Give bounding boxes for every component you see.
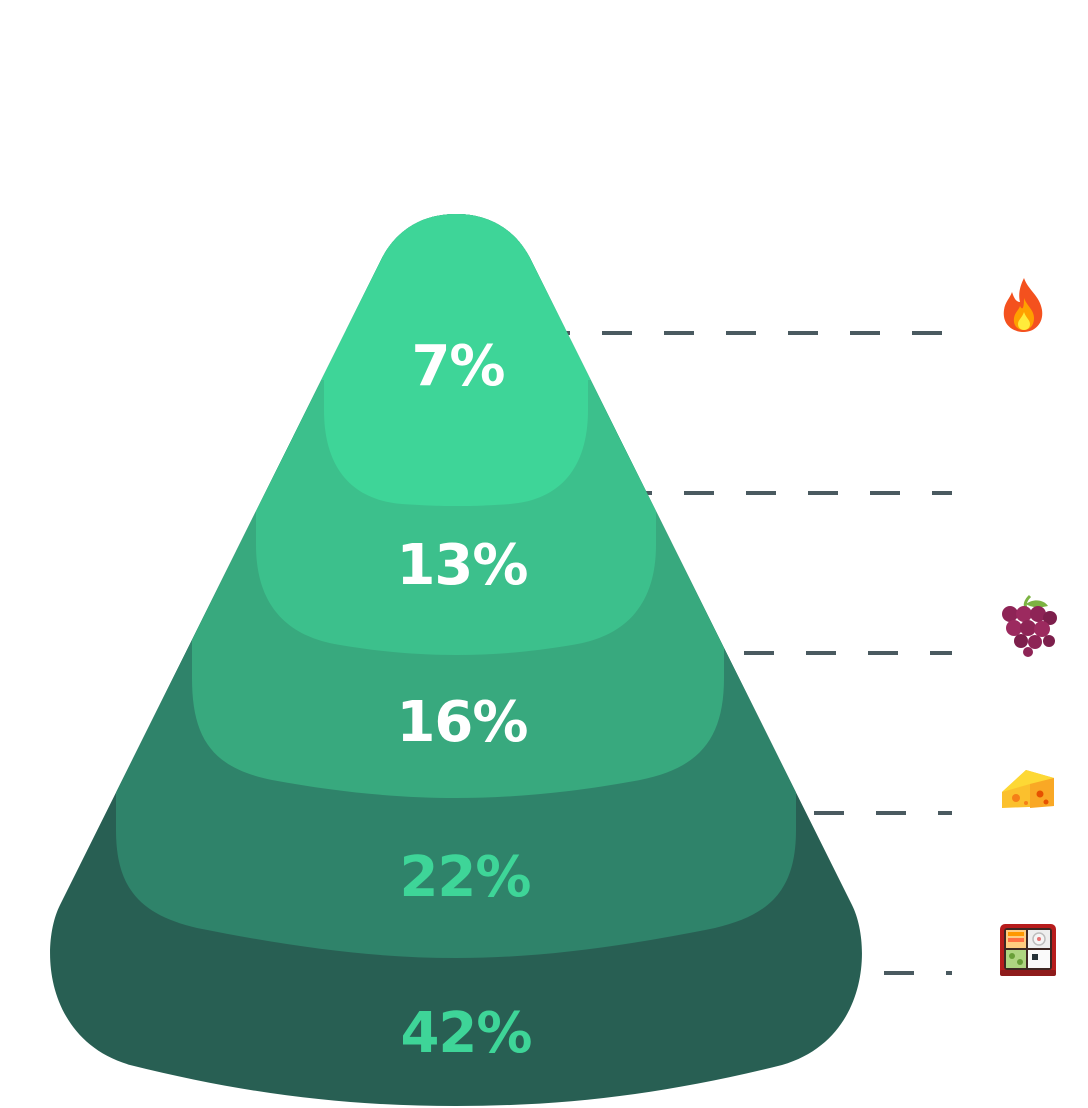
level-label-3: 16% [396,690,527,755]
level-label-1: 7% [411,334,504,399]
level-labels: 7% 13% 16% 22% 42% [396,334,532,1066]
bento-box-icon [1000,924,1056,976]
level-label-2: 13% [396,533,527,598]
grapes-icon [1002,594,1057,657]
level-icons [1000,278,1057,976]
cheese-icon [1002,770,1054,808]
fire-icon [1003,278,1043,332]
pyramid-level-1 [50,214,862,506]
level-label-5: 42% [400,1001,531,1066]
level-label-4: 22% [399,845,530,910]
pyramid-cone [50,214,862,1106]
